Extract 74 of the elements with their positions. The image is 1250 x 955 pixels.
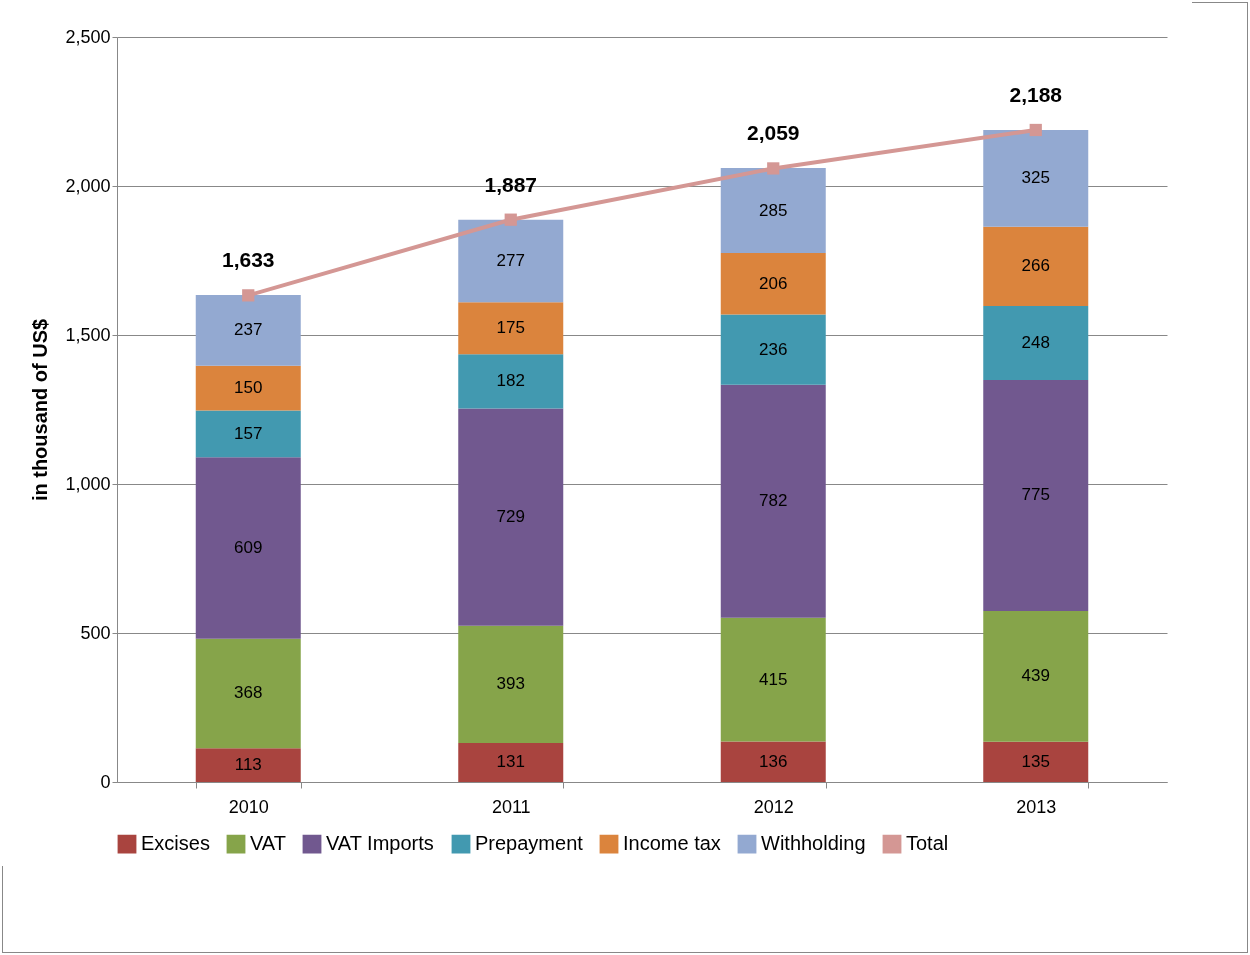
bar [458, 625, 564, 743]
data-label: 325 [1021, 168, 1050, 188]
bar [983, 306, 1089, 380]
data-label: 157 [234, 423, 263, 443]
legend-label: Withholding [761, 832, 866, 855]
data-label: 368 [234, 683, 263, 703]
point [1029, 123, 1042, 137]
bar [195, 748, 301, 782]
x-tick-label: 2011 [491, 796, 531, 817]
bar [983, 380, 1089, 611]
data-label: 393 [496, 674, 525, 694]
legend-label: Prepayment [475, 832, 584, 855]
data-label: 266 [1021, 256, 1050, 276]
bar [720, 253, 826, 315]
data-label: 1,633 [221, 248, 275, 272]
data-label: 609 [234, 537, 263, 557]
bar [720, 168, 826, 254]
y-tick-label: 2,500 [65, 26, 111, 47]
data-label: 175 [496, 318, 525, 338]
y-tick-label: 500 [80, 622, 111, 643]
bar [195, 457, 301, 639]
data-label: 415 [759, 669, 788, 689]
y-tick-label: 1,000 [65, 473, 111, 494]
legend-label: VAT Imports [326, 832, 434, 855]
bar [195, 638, 301, 749]
data-label: 135 [1021, 751, 1050, 771]
bar [195, 365, 301, 411]
legend-label: Excises [141, 832, 210, 855]
data-label: 277 [496, 250, 525, 270]
y-tick-label: 2,000 [65, 175, 111, 196]
y-tick-label: 0 [100, 771, 111, 792]
x-tick-label: 2012 [753, 796, 794, 817]
x-tick-label: 2013 [1016, 796, 1057, 817]
bar [458, 302, 564, 355]
bar [458, 219, 564, 303]
bar [720, 384, 826, 618]
data-label: 206 [759, 273, 788, 293]
data-label: 113 [234, 755, 262, 775]
bar [983, 610, 1089, 742]
bar [195, 410, 301, 458]
legend-label: Total [906, 832, 949, 855]
data-label: 182 [496, 371, 525, 391]
data-label: 2,059 [746, 121, 800, 145]
data-label: 2,188 [1009, 82, 1063, 106]
data-label: 131 [496, 752, 525, 772]
bar [195, 295, 301, 366]
data-label: 729 [496, 507, 525, 527]
x-tick-label: 2010 [228, 796, 269, 817]
bar [720, 741, 826, 782]
bar [720, 617, 826, 742]
y-axis-title: in thousand of US$ [29, 318, 52, 502]
point [767, 162, 780, 175]
data-label: 1,887 [484, 172, 538, 196]
bar [458, 354, 564, 409]
data-label: 136 [759, 751, 788, 771]
data-label: 237 [234, 320, 263, 340]
data-label: 439 [1021, 666, 1050, 686]
point [242, 289, 255, 302]
data-label: 150 [234, 378, 263, 398]
y-tick-label: 1,500 [65, 324, 111, 345]
bar [983, 741, 1089, 782]
bar [720, 314, 826, 385]
data-label: 775 [1021, 485, 1050, 505]
legend-label: Income tax [623, 832, 721, 855]
data-label: 285 [759, 200, 788, 220]
legend-label: VAT [250, 832, 286, 855]
data-label: 236 [759, 339, 788, 359]
bar [458, 742, 564, 782]
bar [458, 408, 564, 626]
point [504, 213, 517, 226]
bar [983, 129, 1089, 227]
data-label: 248 [1021, 333, 1050, 353]
data-label: 782 [759, 491, 788, 511]
bar [983, 226, 1089, 307]
